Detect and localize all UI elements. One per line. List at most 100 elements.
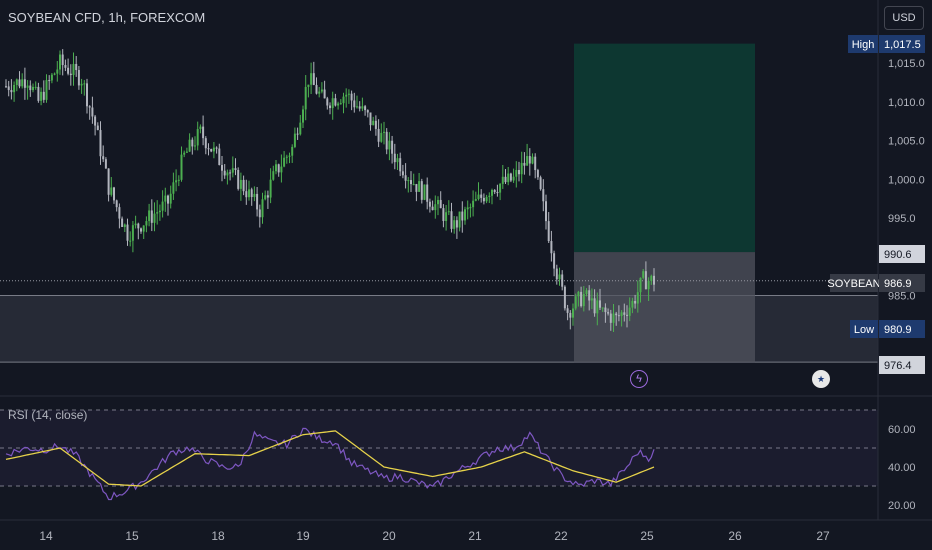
candle-body[interactable] [453, 220, 456, 229]
candle-body[interactable] [5, 86, 7, 88]
candle-body[interactable] [269, 179, 272, 198]
candle-body[interactable] [293, 133, 296, 147]
candle-body[interactable] [653, 275, 655, 285]
candle-body[interactable] [372, 120, 375, 126]
candle-body[interactable] [237, 169, 240, 189]
candle-body[interactable] [377, 128, 380, 142]
candle-body[interactable] [404, 175, 407, 181]
candle-body[interactable] [299, 122, 302, 135]
candle-body[interactable] [118, 207, 121, 219]
candle-body[interactable] [223, 170, 226, 176]
candle-body[interactable] [534, 156, 537, 171]
candle-body[interactable] [320, 89, 323, 92]
candle-body[interactable] [50, 74, 53, 81]
candle-body[interactable] [461, 211, 464, 221]
candle-body[interactable] [83, 83, 86, 85]
candle-body[interactable] [612, 313, 615, 323]
candle-body[interactable] [493, 189, 496, 193]
candle-body[interactable] [626, 314, 628, 316]
candle-body[interactable] [291, 146, 294, 156]
candle-body[interactable] [383, 131, 385, 133]
candle-body[interactable] [523, 162, 526, 166]
candle-body[interactable] [80, 83, 83, 86]
candle-body[interactable] [431, 206, 434, 211]
candle-body[interactable] [266, 195, 269, 198]
candle-body[interactable] [304, 86, 307, 110]
candle-body[interactable] [642, 271, 645, 278]
candle-body[interactable] [121, 218, 124, 227]
candle-body[interactable] [204, 138, 207, 149]
candle-body[interactable] [23, 79, 26, 88]
candle-body[interactable] [528, 156, 531, 164]
candle-body[interactable] [553, 253, 556, 269]
candle-body[interactable] [558, 274, 561, 280]
candle-body[interactable] [501, 176, 504, 184]
candle-body[interactable] [191, 139, 194, 147]
candle-body[interactable] [628, 307, 631, 316]
candle-body[interactable] [512, 176, 515, 181]
candle-body[interactable] [480, 194, 483, 198]
candle-body[interactable] [288, 155, 291, 157]
candle-body[interactable] [550, 241, 553, 254]
candle-body[interactable] [172, 182, 175, 194]
candle-body[interactable] [229, 172, 232, 174]
candle-body[interactable] [45, 80, 48, 100]
candle-body[interactable] [442, 208, 445, 222]
candle-body[interactable] [96, 125, 99, 131]
price-pane[interactable] [0, 43, 878, 363]
candle-body[interactable] [185, 151, 188, 153]
candle-body[interactable] [280, 166, 283, 173]
candle-body[interactable] [210, 149, 213, 152]
candle-body[interactable] [310, 73, 313, 85]
candle-body[interactable] [488, 195, 491, 197]
currency-button[interactable]: USD [884, 6, 924, 30]
candle-body[interactable] [153, 213, 156, 223]
candle-body[interactable] [221, 165, 223, 171]
candle-body[interactable] [13, 85, 16, 93]
us-flag-icon[interactable]: ★ [812, 370, 830, 388]
candle-body[interactable] [644, 271, 647, 290]
candle-body[interactable] [158, 210, 161, 213]
lightning-icon[interactable]: ϟ [630, 370, 648, 388]
candle-body[interactable] [485, 196, 488, 202]
candle-body[interactable] [526, 156, 529, 166]
candle-body[interactable] [599, 300, 601, 308]
loss-zone[interactable] [574, 252, 755, 363]
candle-body[interactable] [256, 193, 259, 210]
candle-body[interactable] [464, 209, 466, 221]
candle-body[interactable] [437, 199, 439, 205]
candle-body[interactable] [569, 312, 572, 318]
candle-body[interactable] [366, 110, 369, 113]
candle-body[interactable] [590, 298, 593, 301]
candle-body[interactable] [650, 275, 653, 281]
candle-body[interactable] [369, 112, 372, 126]
candle-body[interactable] [588, 290, 591, 301]
candle-body[interactable] [91, 107, 94, 117]
candle-body[interactable] [283, 157, 286, 167]
candle-body[interactable] [7, 86, 10, 91]
candle-body[interactable] [356, 106, 358, 108]
candle-body[interactable] [134, 223, 137, 226]
candle-body[interactable] [334, 98, 337, 106]
candle-body[interactable] [518, 170, 520, 175]
candle-body[interactable] [145, 221, 148, 226]
candle-body[interactable] [129, 240, 132, 242]
candle-body[interactable] [56, 69, 59, 74]
candle-body[interactable] [361, 106, 364, 109]
candle-body[interactable] [347, 93, 350, 95]
candle-body[interactable] [188, 139, 191, 152]
candle-body[interactable] [631, 300, 634, 308]
candle-body[interactable] [342, 96, 345, 104]
candle-body[interactable] [258, 209, 261, 218]
candle-body[interactable] [199, 126, 202, 130]
candle-body[interactable] [126, 224, 129, 241]
candle-body[interactable] [207, 148, 210, 150]
candle-body[interactable] [561, 274, 564, 287]
candle-body[interactable] [272, 171, 275, 180]
candle-body[interactable] [477, 194, 480, 200]
candle-body[interactable] [496, 192, 499, 194]
candle-body[interactable] [339, 103, 342, 105]
candle-body[interactable] [412, 184, 415, 186]
candle-body[interactable] [542, 189, 545, 202]
